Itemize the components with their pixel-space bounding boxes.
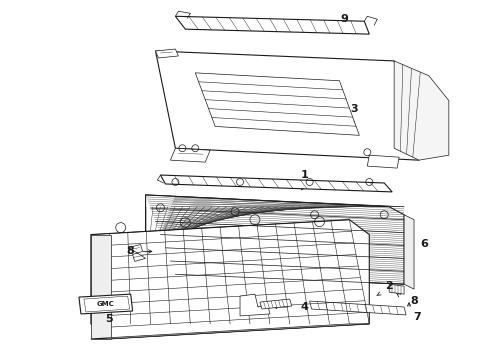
Polygon shape bbox=[91, 324, 369, 339]
Polygon shape bbox=[260, 299, 292, 309]
Polygon shape bbox=[91, 235, 111, 339]
Polygon shape bbox=[175, 16, 369, 34]
Polygon shape bbox=[368, 155, 399, 168]
Text: GMC: GMC bbox=[97, 301, 115, 307]
Polygon shape bbox=[91, 220, 369, 339]
Polygon shape bbox=[404, 215, 414, 289]
Polygon shape bbox=[196, 73, 359, 135]
Text: 1: 1 bbox=[301, 170, 309, 180]
Polygon shape bbox=[155, 51, 419, 160]
Text: 3: 3 bbox=[350, 104, 358, 113]
Polygon shape bbox=[171, 148, 210, 162]
Polygon shape bbox=[310, 301, 406, 315]
Polygon shape bbox=[161, 175, 392, 192]
Polygon shape bbox=[84, 296, 130, 312]
Text: 8: 8 bbox=[127, 247, 135, 256]
Text: 2: 2 bbox=[385, 281, 393, 291]
Polygon shape bbox=[394, 61, 449, 160]
Text: 8: 8 bbox=[410, 296, 418, 306]
Text: 5: 5 bbox=[105, 314, 113, 324]
Text: 6: 6 bbox=[420, 239, 428, 249]
Text: 4: 4 bbox=[301, 302, 309, 312]
Polygon shape bbox=[146, 195, 404, 284]
Text: 7: 7 bbox=[413, 312, 421, 322]
Polygon shape bbox=[389, 284, 404, 294]
Polygon shape bbox=[129, 244, 146, 261]
Polygon shape bbox=[240, 294, 270, 316]
Polygon shape bbox=[155, 49, 178, 58]
Polygon shape bbox=[79, 294, 133, 314]
Text: 9: 9 bbox=[341, 14, 348, 24]
